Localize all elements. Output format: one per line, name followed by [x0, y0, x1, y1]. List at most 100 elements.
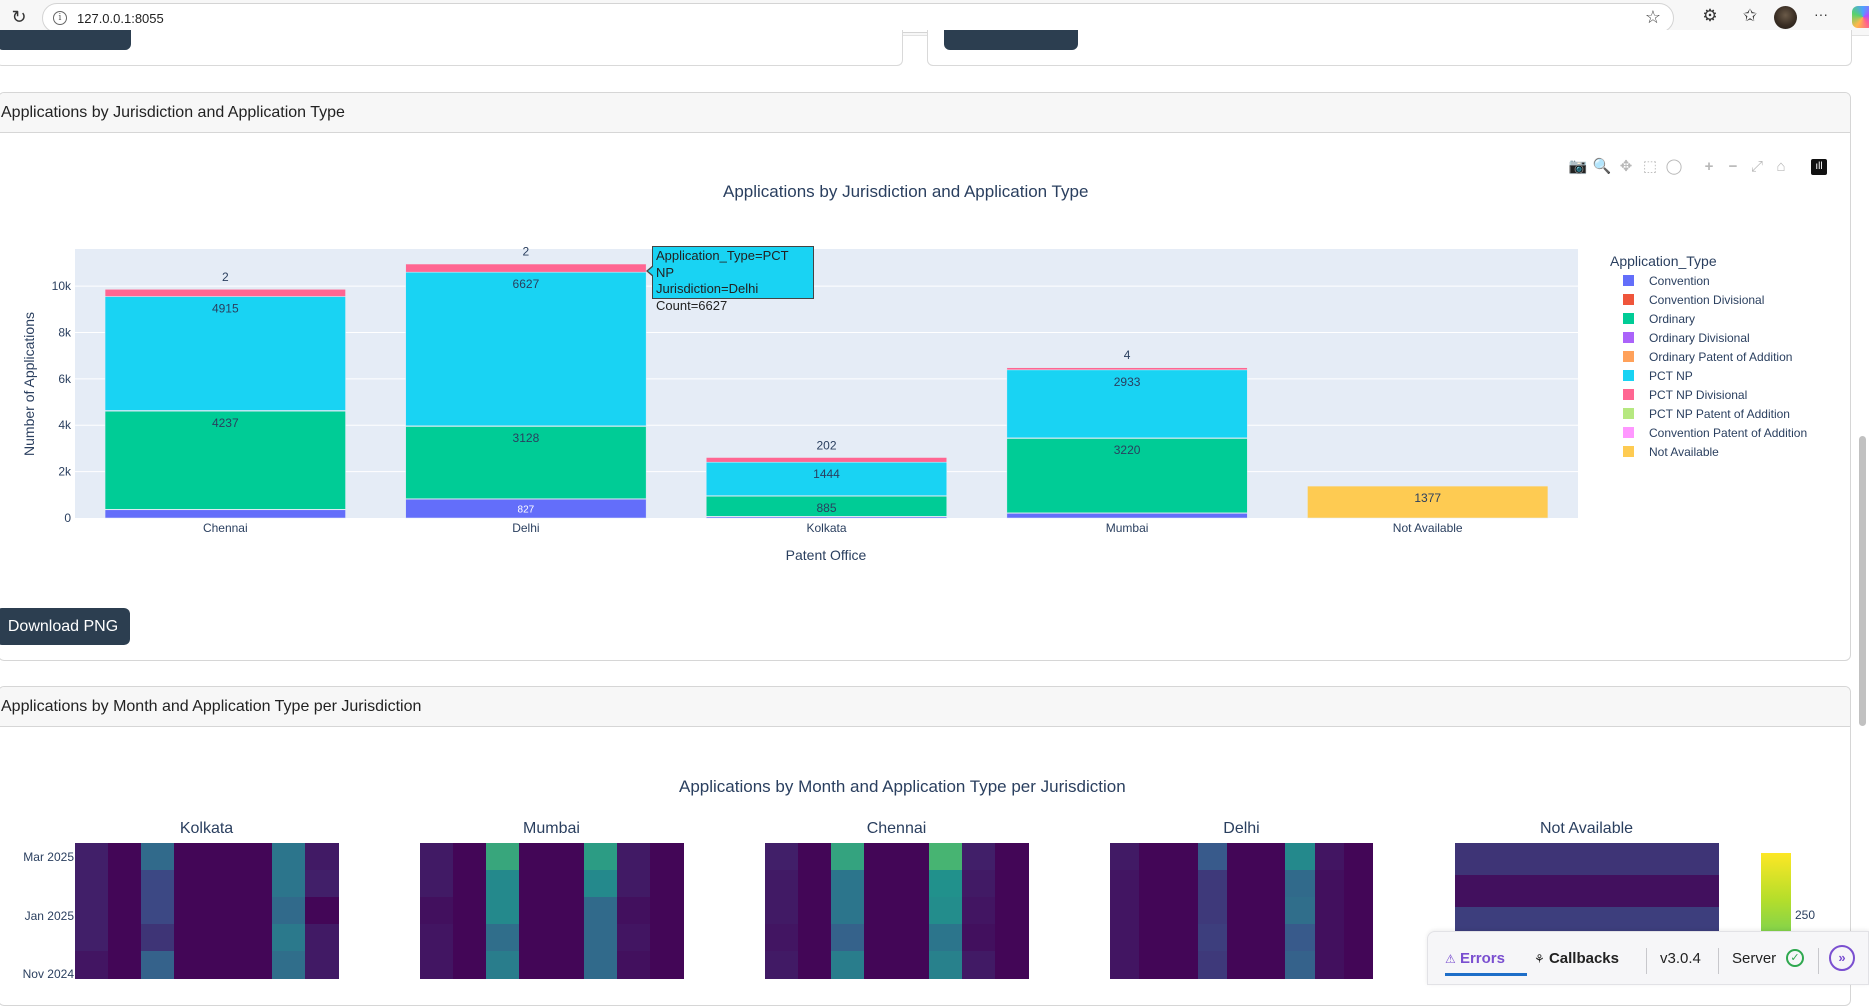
subplot-title: Kolkata: [179, 820, 234, 837]
callbacks-label: Callbacks: [1548, 950, 1619, 967]
x-axis-title: Patent Office: [786, 547, 867, 563]
heatmap-cell: [650, 924, 684, 952]
heatmap-cell: [1455, 843, 1719, 876]
legend-item[interactable]: Convention Patent of Addition: [1610, 423, 1807, 442]
heatmap-cell: [995, 924, 1029, 952]
heatmap-cell: [995, 870, 1029, 898]
box-select-icon[interactable]: ⬚: [1642, 158, 1658, 175]
legend-item[interactable]: Ordinary Divisional: [1610, 328, 1807, 347]
legend-item[interactable]: Ordinary Patent of Addition: [1610, 347, 1807, 366]
heatmap-cell: [962, 897, 996, 925]
heatmap-cell: [1226, 924, 1257, 952]
heatmap-cell: [617, 843, 651, 871]
heatmap-cell: [485, 843, 520, 871]
extensions-icon[interactable]: ⚙: [1702, 6, 1718, 25]
heatmap-cell: [420, 924, 454, 952]
heatmap-cell: [896, 897, 930, 925]
heatmap-cell: [305, 951, 339, 979]
legend-item[interactable]: Convention: [1610, 271, 1807, 290]
download-png-button[interactable]: Download PNG: [0, 608, 130, 645]
heatmap-cell: [1139, 924, 1169, 952]
server-ok-icon: ✓: [1786, 949, 1804, 967]
heatmap-cell: [518, 924, 552, 952]
hover-tooltip: Application_Type=PCT NP Jurisdiction=Del…: [646, 246, 814, 313]
heatmap-cell: [617, 951, 651, 979]
address-bar[interactable]: i 127.0.0.1:8055 ☆: [42, 3, 1674, 33]
page-scrollbar[interactable]: [1856, 36, 1869, 985]
lasso-select-icon[interactable]: ◯: [1665, 158, 1683, 175]
plotly-logo-icon[interactable]: ıll: [1811, 159, 1827, 175]
heatmap-cell: [452, 951, 487, 979]
camera-icon[interactable]: 📷: [1568, 158, 1588, 175]
errors-tab[interactable]: ⚠ Errors: [1445, 950, 1527, 976]
heatmap-cell: [896, 924, 930, 952]
heatmap-cell: [617, 924, 651, 952]
heatmap-cell: [75, 870, 109, 898]
y-tick-label: 8k: [58, 325, 72, 339]
heatmap-cell: [1314, 843, 1345, 871]
heatmap-cell: [1226, 843, 1257, 871]
zoom-in-icon[interactable]: +: [1704, 158, 1714, 175]
callbacks-tab[interactable]: ⚘ Callbacks: [1534, 950, 1619, 967]
legend-item[interactable]: Ordinary: [1610, 309, 1807, 328]
legend-item[interactable]: Convention Divisional: [1610, 290, 1807, 309]
heatmap-cell: [1139, 951, 1169, 979]
url-text[interactable]: 127.0.0.1:8055: [77, 11, 164, 26]
heatmap-cell: [1314, 951, 1345, 979]
heatmap-cell: [765, 924, 799, 952]
heatmap-cell: [305, 897, 339, 925]
copilot-icon[interactable]: [1852, 6, 1869, 28]
scrollbar-thumb[interactable]: [1859, 436, 1866, 726]
bar-segment: [1307, 485, 1549, 519]
legend-item[interactable]: PCT NP Divisional: [1610, 385, 1807, 404]
legend-title: Application_Type: [1610, 253, 1717, 269]
legend-item[interactable]: PCT NP Patent of Addition: [1610, 404, 1807, 423]
bar-segment: [405, 271, 647, 427]
legend-swatch: [1623, 408, 1634, 419]
heatmap-cell: [420, 897, 454, 925]
heatmap-cell: [617, 897, 651, 925]
heatmap-cell: [1168, 924, 1199, 952]
heatmap-cell: [485, 870, 520, 898]
heatmap-cell: [584, 924, 618, 952]
heatmap-cell: [452, 897, 487, 925]
heatmap-cell: [107, 843, 142, 871]
x-tick-label: Not Available: [1393, 521, 1463, 535]
legend-label: Ordinary Patent of Addition: [1649, 349, 1793, 364]
heatmap-cell: [1197, 870, 1228, 898]
heatmap-cell: [584, 897, 618, 925]
bar-data-label: 6627: [513, 277, 540, 291]
more-menu-icon[interactable]: ···: [1814, 6, 1828, 22]
heatmap-cell: [75, 951, 109, 979]
heatmap-cell: [206, 843, 240, 871]
reset-axes-icon[interactable]: ⌂: [1776, 158, 1786, 175]
legend-item[interactable]: Not Available: [1610, 442, 1807, 461]
heatmap-cell: [765, 897, 799, 925]
favorite-star-icon[interactable]: ☆: [1644, 7, 1661, 27]
heatmap-cell: [1256, 951, 1286, 979]
site-info-icon[interactable]: i: [53, 11, 67, 25]
reload-icon[interactable]: ↻: [11, 7, 27, 27]
expand-devtools-icon[interactable]: »: [1829, 945, 1855, 971]
heatmap-cell: [272, 897, 306, 925]
heatmap-cell: [140, 924, 175, 952]
legend-label: Not Available: [1649, 444, 1719, 459]
heatmap-cell: [584, 870, 618, 898]
pan-icon[interactable]: ✥: [1619, 158, 1633, 175]
y-tick-label: 6k: [58, 372, 72, 386]
heatmap-cell: [1168, 897, 1199, 925]
zoom-out-icon[interactable]: −: [1728, 158, 1738, 175]
heatmap-cell: [551, 951, 585, 979]
legend-swatch: [1623, 294, 1634, 305]
profile-avatar[interactable]: [1774, 6, 1797, 29]
zoom-icon[interactable]: 🔍: [1592, 158, 1612, 175]
heatmap-cell: [1343, 924, 1374, 952]
legend-item[interactable]: PCT NP: [1610, 366, 1807, 385]
autoscale-icon[interactable]: ⤢: [1750, 158, 1763, 175]
favorites-icon[interactable]: ✩: [1742, 6, 1758, 25]
heatmap-cell: [797, 897, 832, 925]
heatmap-cell: [518, 843, 552, 871]
top-card-left-button[interactable]: [0, 30, 131, 50]
top-card-right-button[interactable]: [944, 30, 1078, 50]
heatmap-cell: [1343, 870, 1374, 898]
